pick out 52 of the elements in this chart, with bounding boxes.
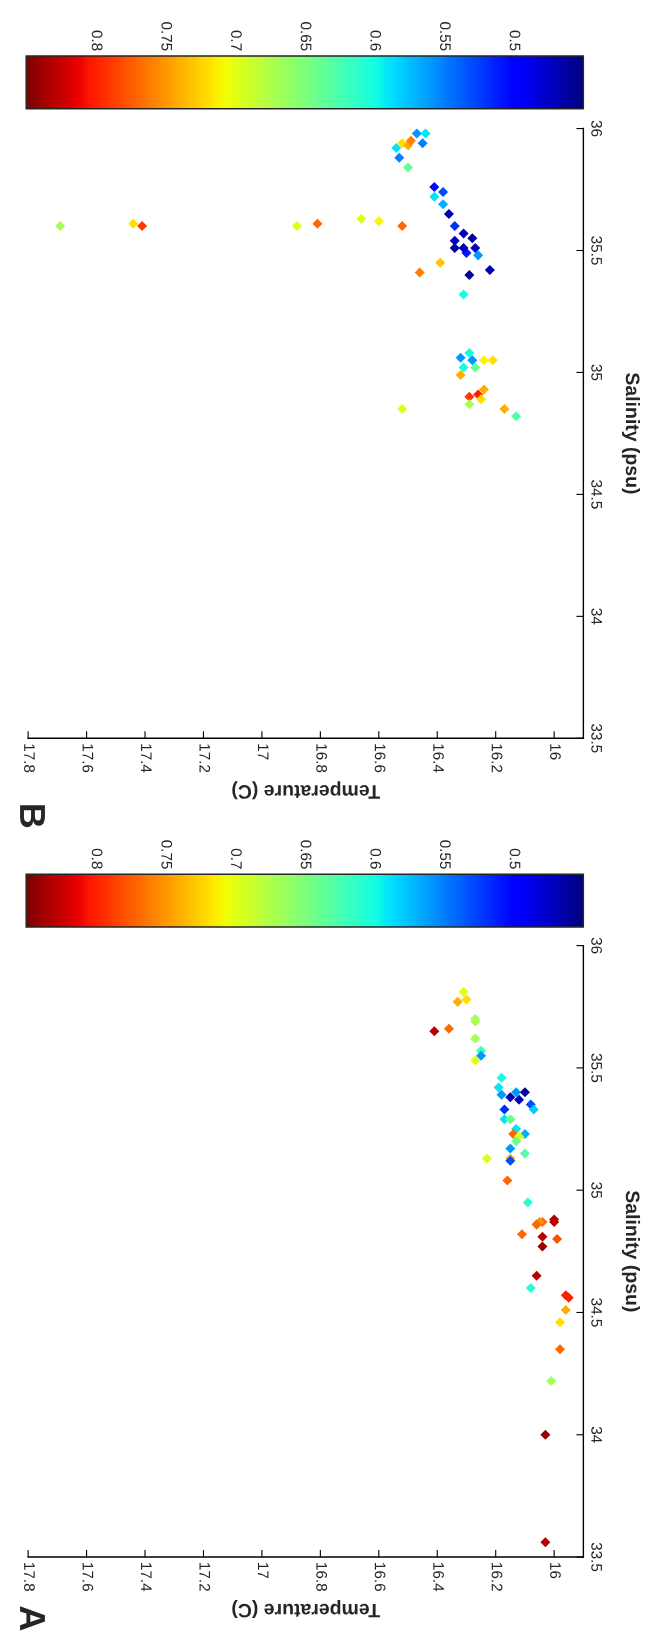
x-tick-label: 17.8 xyxy=(24,1563,35,1591)
x-tick-label: 17 xyxy=(257,1563,269,1579)
y-tick-label: 34.5 xyxy=(591,480,603,509)
x-tick-label: 16.6 xyxy=(374,1563,386,1591)
y-tick-label: 35.5 xyxy=(591,236,603,265)
text: B xyxy=(20,805,45,828)
x-tick-label: 17.2 xyxy=(199,744,211,773)
x-tick-label: 16 xyxy=(550,744,561,760)
color-bar-label: 0.75 xyxy=(161,840,173,869)
y-axis-title: Salinity (psu) xyxy=(621,1190,641,1312)
x-tick-label: 16.6 xyxy=(374,744,386,773)
y-tick-label: 34.5 xyxy=(591,1298,603,1327)
x-tick-label: 17.6 xyxy=(82,744,94,773)
x-axis-title: Temperature (C) xyxy=(232,1599,380,1619)
x-tick-label: 17.2 xyxy=(199,1563,211,1591)
text: A xyxy=(20,1606,45,1631)
x-tick-label: 17.4 xyxy=(141,1563,152,1592)
x-tick-label: 17.4 xyxy=(141,744,152,773)
x-tick-label: 16 xyxy=(550,1563,561,1579)
y-tick-label: 33.5 xyxy=(591,724,603,753)
x-tick-label: 16.4 xyxy=(433,744,444,773)
color-bar-label: 0.7 xyxy=(231,848,242,869)
y-tick-label: 36 xyxy=(591,120,603,137)
y-tick-label: 36 xyxy=(591,937,603,954)
color-bar-label: 0.5 xyxy=(509,30,521,51)
x-tick-label: 16.2 xyxy=(491,744,503,773)
y-tick-label: 34 xyxy=(591,1426,603,1443)
x-tick-label: 16.4 xyxy=(433,1563,444,1592)
color-bar-label: 0.7 xyxy=(231,30,242,51)
y-tick-label: 33.5 xyxy=(591,1542,603,1572)
color-bar-label: 0.8 xyxy=(91,30,103,51)
x-tick-label: 16.2 xyxy=(491,1563,503,1591)
y-tick-label: 35.5 xyxy=(591,1053,603,1083)
x-tick-label: 17.6 xyxy=(82,1563,94,1591)
color-bar-label: 0.55 xyxy=(439,840,451,869)
color-bar-label: 0.6 xyxy=(370,30,382,51)
x-tick-label: 16.8 xyxy=(316,1563,328,1591)
color-bar-label: 0.65 xyxy=(300,22,312,51)
color-bar-label: 0.5 xyxy=(509,848,521,869)
x-tick-label: 17 xyxy=(257,744,269,760)
y-tick-label: 34 xyxy=(591,608,603,625)
x-tick-label: 16.8 xyxy=(316,744,328,773)
color-bar-label: 0.8 xyxy=(91,848,103,869)
color-bar-label: 0.75 xyxy=(161,22,173,51)
x-tick-label: 17.8 xyxy=(24,744,35,773)
y-axis-title: Salinity (psu) xyxy=(621,372,641,494)
color-bar-label: 0.65 xyxy=(300,840,312,869)
color-bar-label: 0.6 xyxy=(370,848,382,869)
color-bar-label: 0.55 xyxy=(439,22,451,51)
y-tick-label: 35 xyxy=(591,364,603,381)
x-axis-title: Temperature (C) xyxy=(232,781,380,800)
y-tick-label: 35 xyxy=(591,1182,603,1199)
